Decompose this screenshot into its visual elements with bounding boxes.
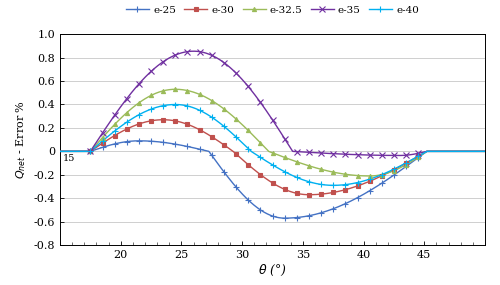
Text: 15: 15 [62,154,75,163]
Y-axis label: $Q_{net}$ - Error %: $Q_{net}$ - Error % [14,100,28,179]
X-axis label: $\theta$ (°): $\theta$ (°) [258,263,287,278]
Legend: e-25, e-30, e-32.5, e-35, e-40: e-25, e-30, e-32.5, e-35, e-40 [126,6,419,15]
